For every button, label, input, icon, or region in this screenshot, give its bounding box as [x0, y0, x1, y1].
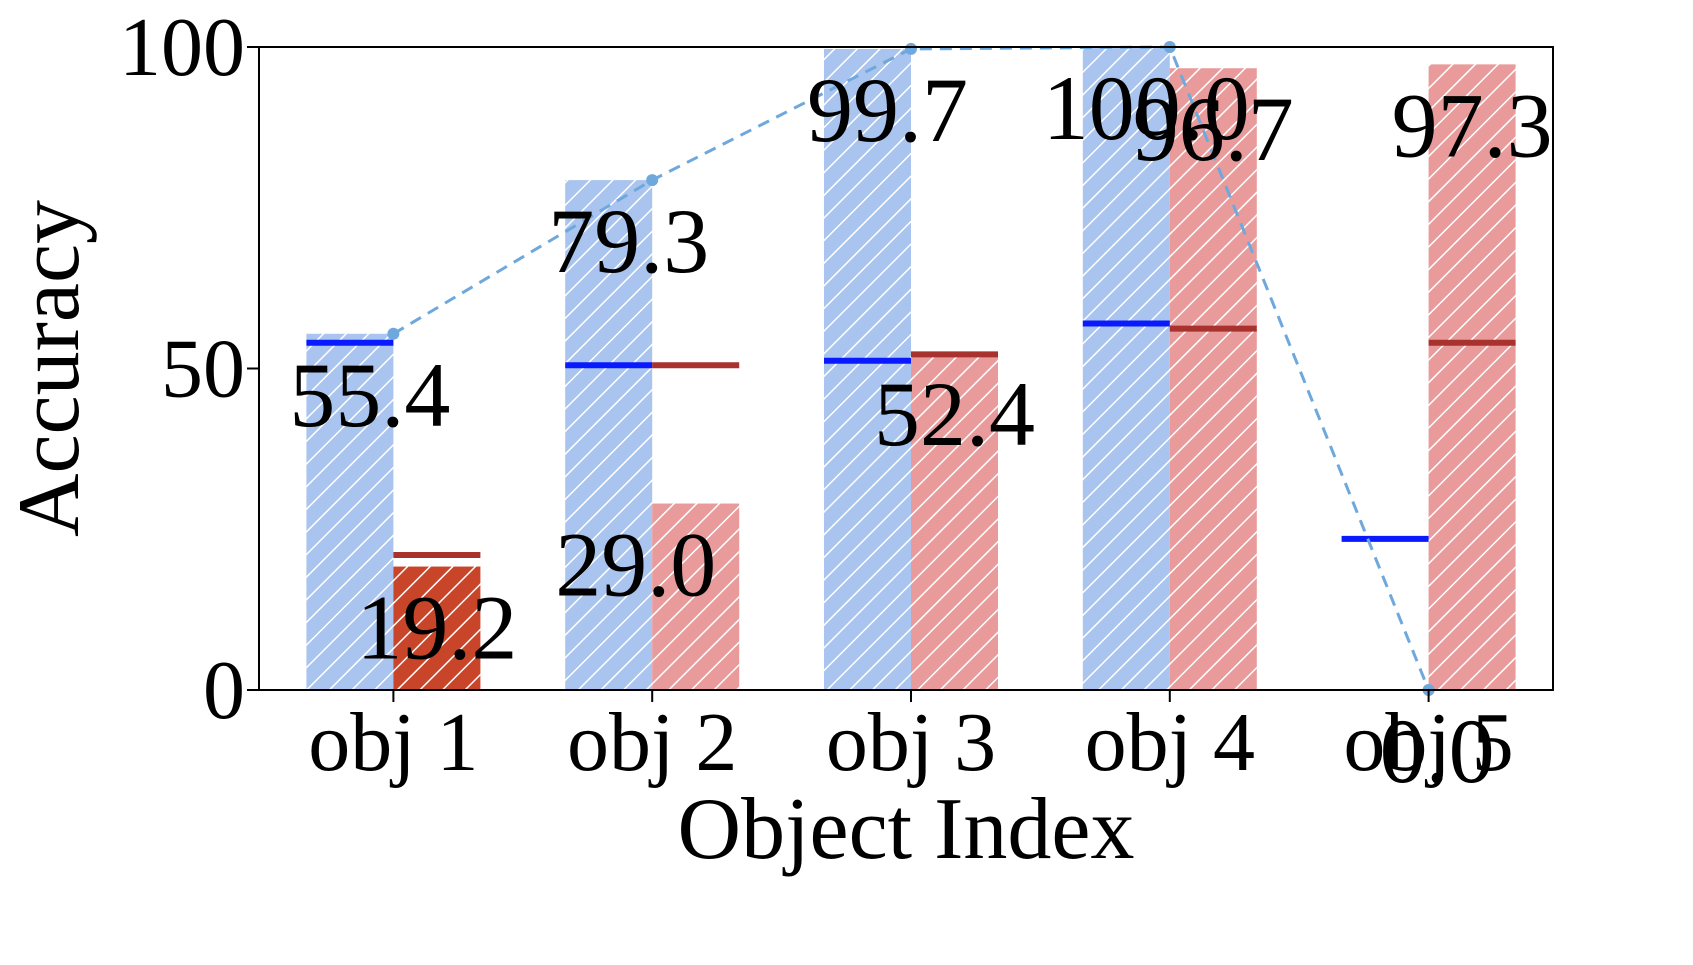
data-label-s0-4: 100.0 — [1043, 57, 1250, 159]
data-label-s1-3: 52.4 — [874, 363, 1035, 465]
y-tick-label-2: 100 — [119, 1, 245, 94]
trend-point-2 — [646, 174, 659, 187]
bar-s1-3 — [911, 353, 998, 690]
x-tick-label-5: obj 5 — [1343, 696, 1513, 789]
bar-s1-1 — [393, 566, 481, 690]
bar-s0-1 — [306, 333, 394, 690]
bar-s1-5 — [1428, 64, 1516, 690]
y-axis-title: Accuracy — [1, 200, 98, 537]
data-label-s0-2: 79.3 — [548, 190, 709, 292]
bars-layer — [306, 47, 1516, 691]
y-tick-label-0: 0 — [203, 644, 245, 737]
data-label-s1-1: 19.2 — [356, 577, 517, 679]
y-axis: 0 50 100 — [119, 1, 259, 737]
bar-s0-3 — [824, 48, 911, 690]
x-axis-title: Object Index — [678, 781, 1135, 878]
data-label-s1-2: 29.0 — [555, 514, 716, 616]
data-label-s1-4: 96.7 — [1133, 78, 1294, 180]
bar-s0-2 — [565, 180, 653, 690]
trend-point-1 — [387, 327, 400, 340]
bar-s1-4 — [1169, 68, 1257, 691]
data-label-s1-5: 97.3 — [1392, 74, 1553, 176]
bar-s1-2 — [652, 503, 740, 690]
y-tick-label-1: 50 — [161, 323, 245, 416]
x-tick-label-4: obj 4 — [1085, 696, 1255, 789]
data-label-s0-5: 0.0 — [1380, 700, 1495, 802]
x-tick-label-2: obj 2 — [567, 696, 737, 789]
mean-lines-layer — [306, 320, 1516, 558]
bar-s0-4 — [1082, 47, 1170, 690]
x-tick-label-1: obj 1 — [308, 696, 478, 789]
trend-point-3 — [905, 42, 917, 55]
x-tick-label-3: obj 3 — [826, 696, 996, 789]
data-label-s0-1: 55.4 — [289, 344, 450, 446]
x-axis: obj 1 obj 2 obj 3 obj 4 obj 5 — [308, 690, 1514, 789]
data-label-s0-3: 99.7 — [807, 59, 968, 161]
data-labels-layer: 55.4 79.3 99.7 100.0 0.0 19.2 29.0 52.4 96.7 97.3 — [289, 57, 1552, 802]
